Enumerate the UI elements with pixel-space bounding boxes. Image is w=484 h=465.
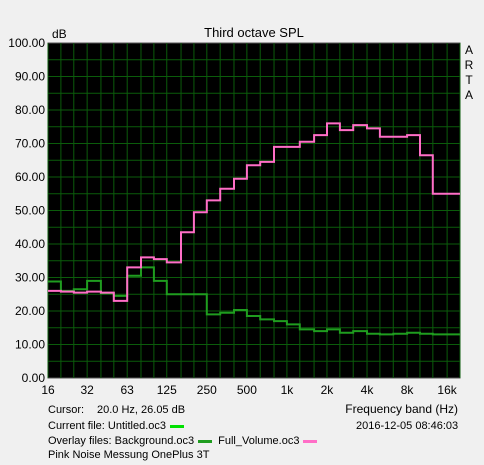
x-tick-label: 16k [437, 383, 457, 397]
y-tick-label: 90.00 [15, 70, 45, 84]
y-tick-label: 50.00 [15, 204, 45, 218]
x-tick-label: 500 [237, 383, 257, 397]
series-lines [48, 122, 460, 336]
x-tick-label: 63 [121, 383, 135, 397]
brand-letter: T [465, 73, 473, 87]
x-tick-label: 16 [41, 383, 55, 397]
y-tick-labels: 0.00 10.00 20.00 30.00 40.00 50.00 60.00 70.00 8… [8, 36, 45, 385]
chart-title: Third octave SPL [204, 25, 304, 40]
y-tick-label: 70.00 [15, 137, 45, 151]
brand-letter: A [465, 88, 473, 102]
y-tick-label: 0.00 [22, 371, 46, 385]
y-tick-label: 40.00 [15, 237, 45, 251]
x-tick-label: 2k [321, 383, 335, 397]
y-tick-label: 30.00 [15, 271, 45, 285]
x-tick-label: 32 [80, 383, 94, 397]
y-tick-label: 20.00 [15, 304, 45, 318]
y-tick-label: 60.00 [15, 170, 45, 184]
x-tick-label: 1k [281, 383, 295, 397]
series-full-volume-oc3 [48, 122, 460, 302]
x-tick-labels: 16 32 63 125 250 500 1k 2k 4k 8k 16k [41, 383, 457, 397]
y-tick-label: 10.00 [15, 338, 45, 352]
y-axis-unit: dB [52, 27, 67, 41]
brand-letter: R [465, 58, 474, 72]
brand-letter: A [465, 43, 473, 57]
grid-lines [47, 43, 461, 378]
x-axis-label: Frequency band (Hz) [345, 402, 458, 416]
x-tick-label: 8k [401, 383, 415, 397]
x-tick-label: 4k [361, 383, 375, 397]
y-tick-label: 80.00 [15, 103, 45, 117]
x-tick-label: 250 [197, 383, 217, 397]
y-tick-label: 100.00 [8, 36, 45, 50]
x-tick-label: 125 [157, 383, 177, 397]
